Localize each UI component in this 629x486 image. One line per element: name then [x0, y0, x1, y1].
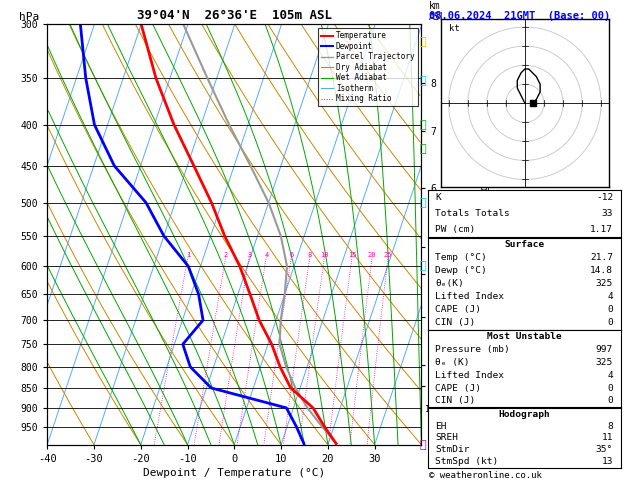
Text: ⪧: ⪧ — [420, 37, 426, 47]
Text: 325: 325 — [596, 358, 613, 367]
Text: 14.8: 14.8 — [590, 266, 613, 275]
Text: CAPE (J): CAPE (J) — [435, 383, 481, 393]
Text: 4: 4 — [608, 293, 613, 301]
Text: 25: 25 — [384, 252, 392, 258]
Text: Lifted Index: Lifted Index — [435, 293, 504, 301]
Text: Temp (°C): Temp (°C) — [435, 253, 487, 262]
Text: 10: 10 — [320, 252, 329, 258]
Text: 0: 0 — [608, 397, 613, 405]
Text: CAPE (J): CAPE (J) — [435, 305, 481, 314]
Text: 1.17: 1.17 — [590, 225, 613, 234]
Text: θₑ(K): θₑ(K) — [435, 279, 464, 288]
Text: ⪧: ⪧ — [420, 440, 426, 450]
Legend: Temperature, Dewpoint, Parcel Trajectory, Dry Adiabat, Wet Adiabat, Isotherm, Mi: Temperature, Dewpoint, Parcel Trajectory… — [318, 28, 418, 106]
Text: 15: 15 — [348, 252, 357, 258]
Text: 8: 8 — [608, 421, 613, 431]
Text: 11: 11 — [601, 434, 613, 442]
Text: 2: 2 — [224, 252, 228, 258]
Text: Mixing Ratio (g/kg): Mixing Ratio (g/kg) — [480, 179, 490, 290]
Text: Dewp (°C): Dewp (°C) — [435, 266, 487, 275]
Text: hPa: hPa — [19, 12, 40, 22]
Text: 08.06.2024  21GMT  (Base: 00): 08.06.2024 21GMT (Base: 00) — [429, 11, 610, 21]
Text: © weatheronline.co.uk: © weatheronline.co.uk — [429, 471, 542, 480]
Text: Totals Totals: Totals Totals — [435, 209, 510, 218]
Text: 13: 13 — [601, 457, 613, 466]
X-axis label: Dewpoint / Temperature (°C): Dewpoint / Temperature (°C) — [143, 468, 325, 478]
Text: 0: 0 — [608, 383, 613, 393]
Text: 35°: 35° — [596, 445, 613, 454]
Text: 20: 20 — [368, 252, 377, 258]
Text: 3: 3 — [247, 252, 252, 258]
Text: 4: 4 — [608, 371, 613, 380]
Text: -12: -12 — [596, 193, 613, 202]
Text: 0: 0 — [608, 305, 613, 314]
Text: 0: 0 — [608, 318, 613, 328]
Text: StmDir: StmDir — [435, 445, 470, 454]
Text: EH: EH — [435, 421, 447, 431]
Text: ⪧: ⪧ — [420, 120, 426, 130]
Text: km
ASL: km ASL — [429, 0, 447, 22]
Text: 325: 325 — [596, 279, 613, 288]
Title: 39°04'N  26°36'E  105m ASL: 39°04'N 26°36'E 105m ASL — [136, 9, 332, 22]
Text: ⪧: ⪧ — [420, 198, 426, 208]
Text: kt: kt — [448, 24, 459, 33]
Text: 33: 33 — [601, 209, 613, 218]
Text: K: K — [435, 193, 441, 202]
Text: 997: 997 — [596, 345, 613, 354]
Text: StmSpd (kt): StmSpd (kt) — [435, 457, 499, 466]
Text: ⪧: ⪧ — [420, 144, 426, 154]
Text: θₑ (K): θₑ (K) — [435, 358, 470, 367]
Text: PW (cm): PW (cm) — [435, 225, 476, 234]
Text: Pressure (mb): Pressure (mb) — [435, 345, 510, 354]
Text: 4: 4 — [264, 252, 269, 258]
Text: SREH: SREH — [435, 434, 459, 442]
Text: 8: 8 — [308, 252, 312, 258]
Text: ⪧: ⪧ — [420, 261, 426, 271]
Text: Lifted Index: Lifted Index — [435, 371, 504, 380]
Text: 21.7: 21.7 — [590, 253, 613, 262]
Text: 6: 6 — [289, 252, 294, 258]
Text: Surface: Surface — [504, 240, 544, 249]
Text: CIN (J): CIN (J) — [435, 397, 476, 405]
Text: 1LCL: 1LCL — [425, 405, 445, 415]
Text: Hodograph: Hodograph — [498, 410, 550, 418]
Text: Most Unstable: Most Unstable — [487, 332, 562, 341]
Text: ⪧: ⪧ — [420, 76, 426, 86]
Text: CIN (J): CIN (J) — [435, 318, 476, 328]
Text: 1: 1 — [186, 252, 190, 258]
